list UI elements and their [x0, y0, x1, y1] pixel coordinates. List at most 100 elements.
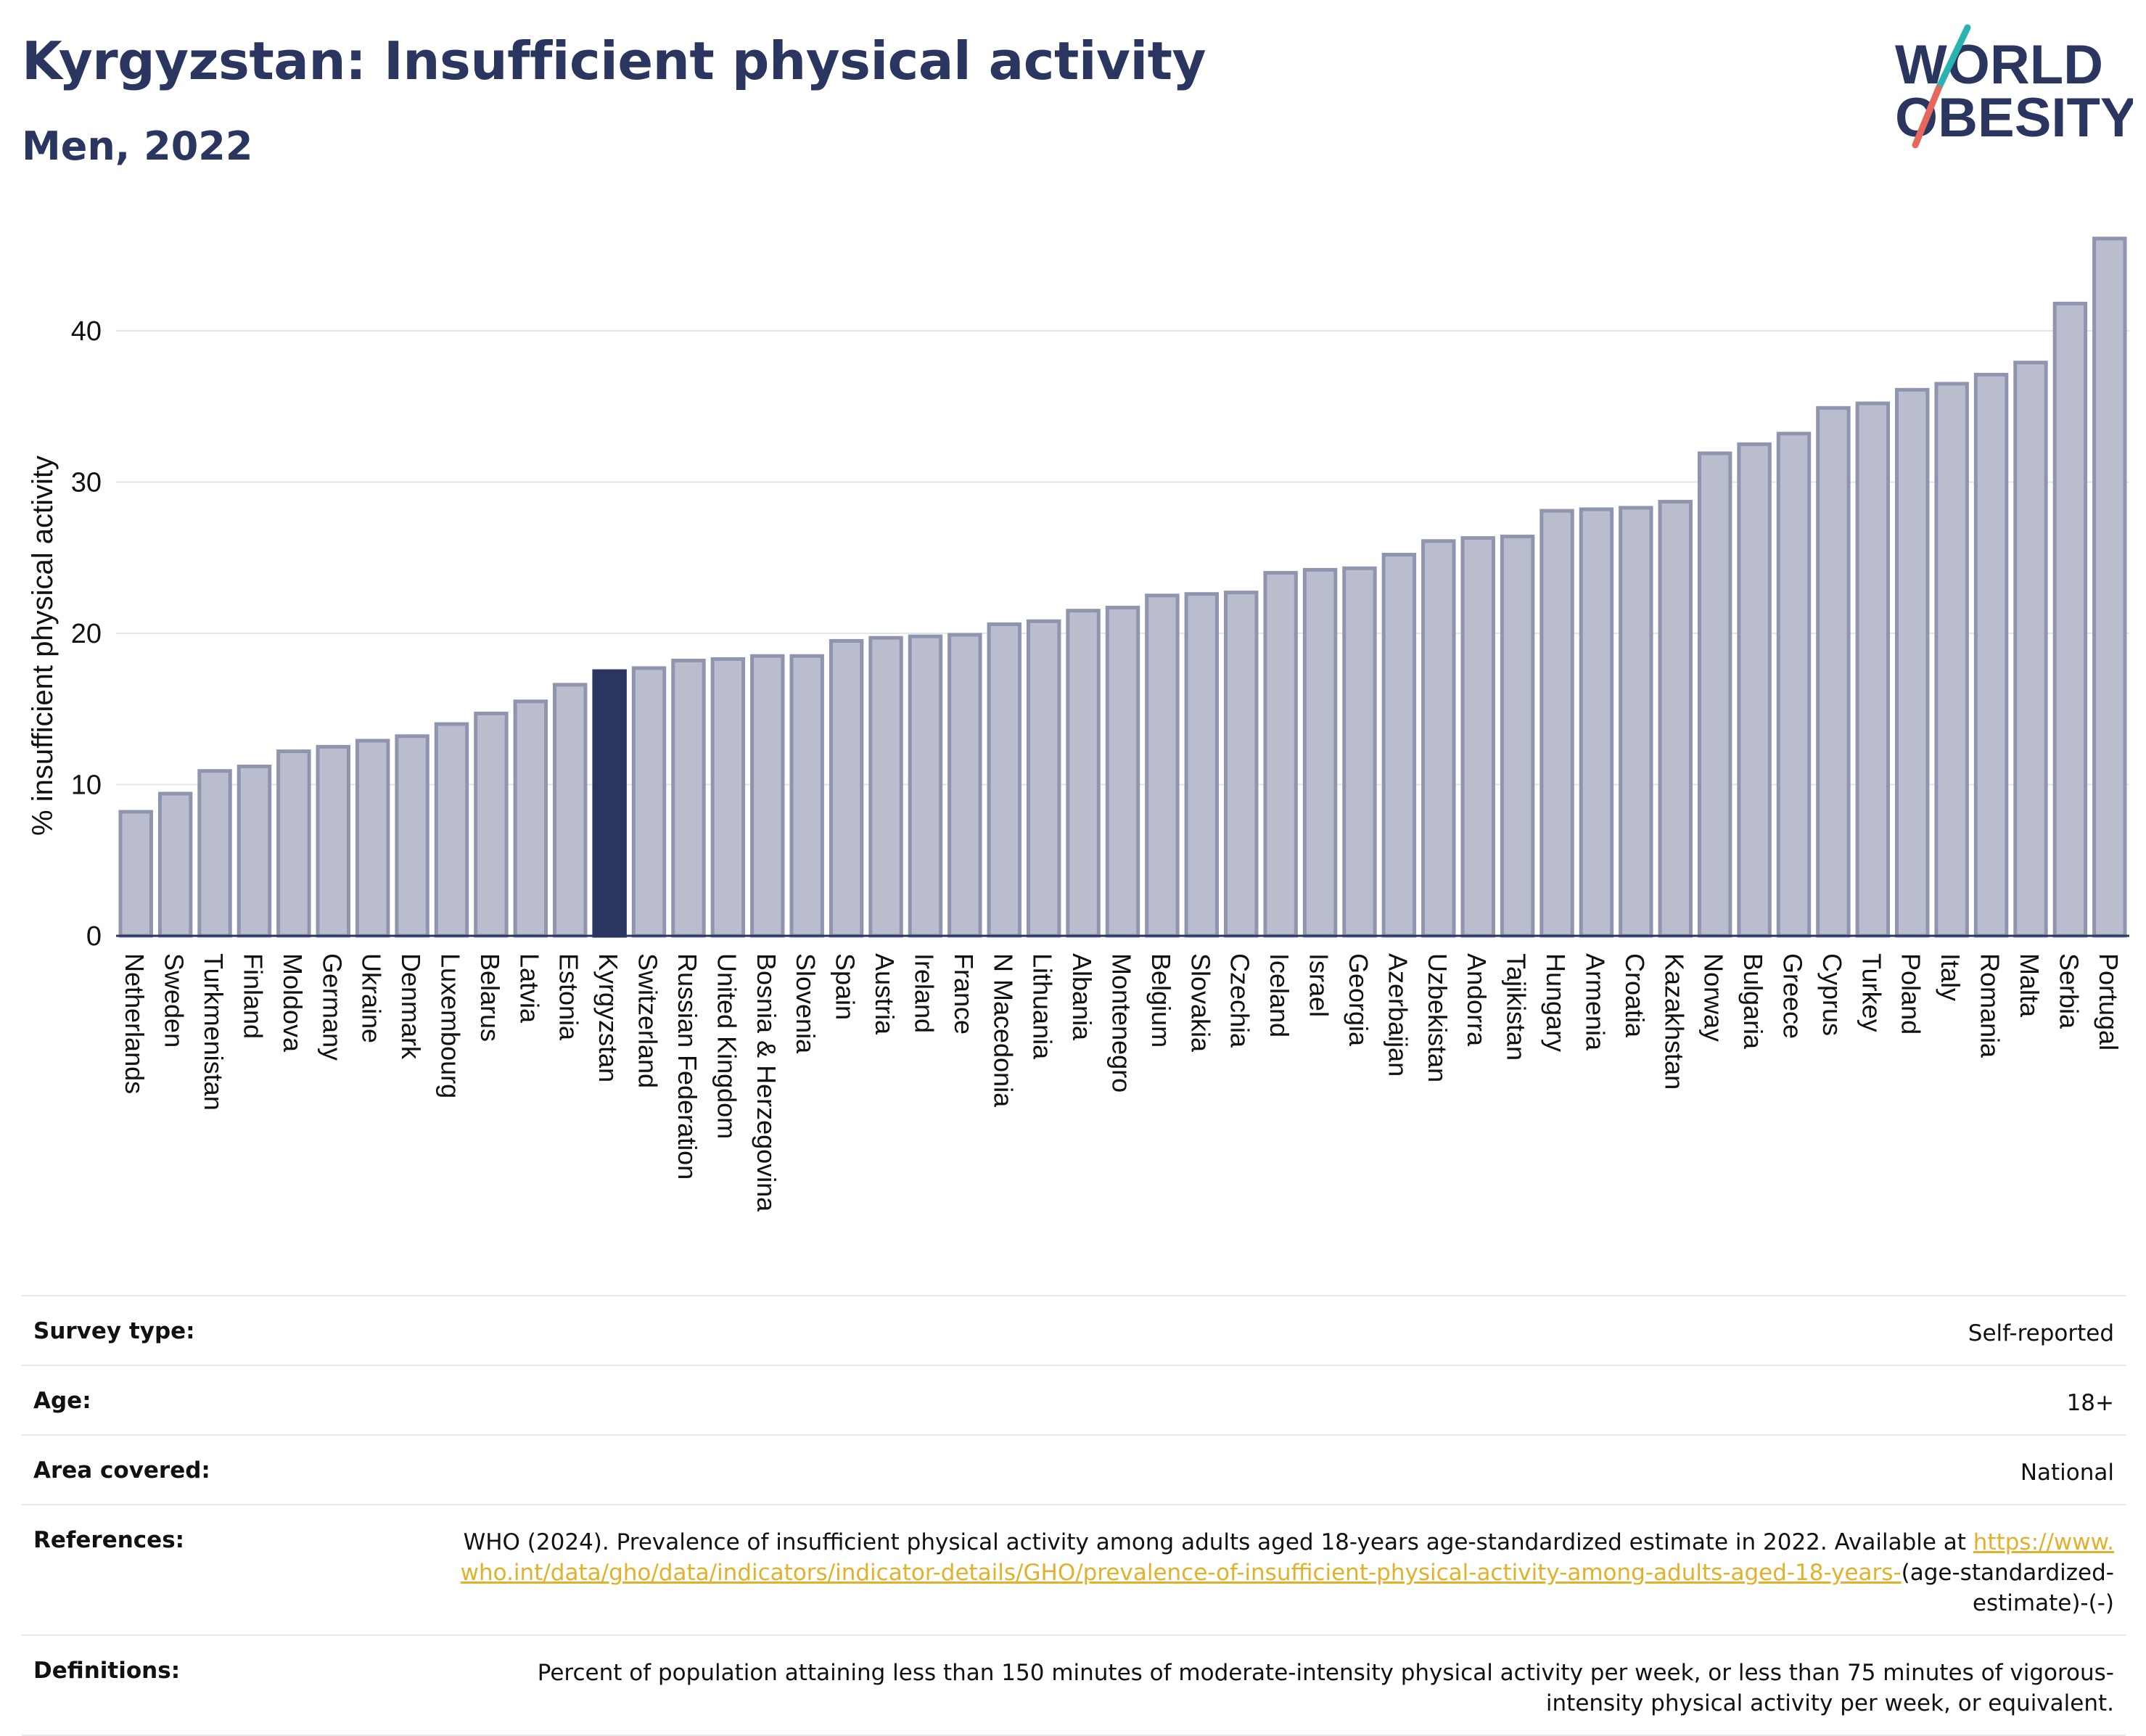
world-obesity-logo: WORLD OBESITY	[1895, 24, 2133, 149]
x-tick-label: Denmark	[396, 953, 426, 1060]
bar-lithuania[interactable]	[1026, 619, 1061, 938]
bar-slovakia[interactable]	[1184, 592, 1220, 938]
bar-tajikistan[interactable]	[1500, 535, 1535, 938]
logo-text-obesity: OBESITY	[1895, 87, 2133, 149]
bar-croatia[interactable]	[1619, 506, 1653, 938]
x-tick-label: Lithuania	[1028, 953, 1058, 1060]
bar-switzerland[interactable]	[631, 666, 667, 938]
x-tick-label: Armenia	[1580, 953, 1610, 1051]
x-tick-label: Georgia	[1344, 953, 1373, 1047]
bar-czechia[interactable]	[1224, 591, 1259, 938]
bar-italy[interactable]	[1934, 382, 1969, 938]
x-tick-label: Austria	[870, 953, 900, 1035]
bars	[118, 236, 2127, 938]
bar-france[interactable]	[947, 633, 982, 938]
y-tick-label: 40	[71, 316, 102, 347]
bar-finland[interactable]	[237, 764, 272, 938]
area-value: National	[2020, 1460, 2114, 1486]
info-table: Survey type: Self-reported Age: 18+ Area…	[22, 1295, 2126, 1736]
survey-type-label: Survey type:	[33, 1318, 195, 1344]
x-tick-label: Spain	[831, 953, 860, 1020]
bar-bosnia-herzegovina[interactable]	[750, 654, 785, 938]
x-tick-label: Malta	[2015, 953, 2044, 1018]
bar-germany[interactable]	[316, 744, 350, 938]
x-tick-label: Montenegro	[1107, 953, 1137, 1093]
survey-type-value: Self-reported	[1968, 1320, 2114, 1346]
bar-belarus[interactable]	[474, 711, 509, 938]
bar-kyrgyzstan[interactable]	[592, 669, 627, 938]
bar-andorra[interactable]	[1460, 536, 1495, 938]
x-tick-label: Slovakia	[1185, 953, 1215, 1053]
bar-uzbekistan[interactable]	[1421, 539, 1456, 938]
bar-greece[interactable]	[1776, 432, 1812, 938]
bar-netherlands[interactable]	[118, 810, 153, 938]
bar-armenia[interactable]	[1579, 507, 1614, 938]
bar-n-macedonia[interactable]	[987, 622, 1021, 938]
bar-turkmenistan[interactable]	[197, 769, 232, 938]
x-tick-label: Poland	[1896, 953, 1926, 1034]
x-tick-label: Tajikistan	[1502, 953, 1532, 1061]
x-tick-label: Latvia	[514, 953, 544, 1024]
x-tick-label: Croatia	[1620, 953, 1650, 1038]
x-tick-label: Kyrgyzstan	[593, 953, 623, 1082]
x-tick-label: Uzbekistan	[1423, 953, 1452, 1082]
bar-latvia[interactable]	[513, 699, 548, 938]
bar-iceland[interactable]	[1263, 571, 1298, 938]
bar-ukraine[interactable]	[355, 739, 390, 938]
bar-united-kingdom[interactable]	[710, 657, 746, 938]
x-tick-label: Iceland	[1265, 953, 1294, 1037]
bar-spain[interactable]	[829, 638, 864, 938]
x-tick-label: Finland	[238, 953, 268, 1039]
y-tick-label: 30	[71, 467, 102, 498]
bar-cyprus[interactable]	[1816, 406, 1851, 938]
bar-bulgaria[interactable]	[1737, 442, 1772, 938]
bar-israel[interactable]	[1302, 567, 1338, 938]
bar-slovenia[interactable]	[789, 654, 824, 938]
references-link[interactable]: https://www.who.int/data/gho/data/indica…	[460, 1529, 2114, 1586]
x-tick-label: Slovenia	[791, 953, 821, 1054]
bar-estonia[interactable]	[553, 683, 588, 938]
bar-austria[interactable]	[868, 635, 903, 938]
chart-subtitle: Men, 2022	[22, 123, 253, 169]
info-row-references: References: WHO (2024). Prevalence of in…	[22, 1505, 2126, 1636]
bar-serbia[interactable]	[2052, 301, 2088, 938]
x-tick-label: Switzerland	[633, 953, 663, 1088]
bar-belgium[interactable]	[1145, 593, 1180, 938]
y-tick-label: 0	[86, 921, 102, 952]
x-tick-label: Turkey	[1857, 953, 1886, 1032]
x-tick-label: Bulgaria	[1738, 953, 1768, 1050]
bar-romania[interactable]	[1973, 372, 2009, 938]
x-tick-label: Portugal	[2094, 953, 2124, 1050]
bar-kazakhstan[interactable]	[1658, 500, 1693, 938]
x-tick-label: N Macedonia	[988, 953, 1018, 1108]
x-tick-label: Sweden	[160, 953, 189, 1048]
bar-ireland[interactable]	[908, 634, 943, 938]
bar-georgia[interactable]	[1342, 566, 1377, 938]
bar-turkey[interactable]	[1855, 401, 1891, 938]
x-tick-label: United Kingdom	[712, 953, 741, 1139]
bar-russian-federation[interactable]	[671, 659, 706, 938]
bar-portugal[interactable]	[2092, 236, 2127, 938]
bar-montenegro[interactable]	[1105, 606, 1140, 938]
x-tick-label: Ukraine	[357, 953, 387, 1043]
bar-norway[interactable]	[1697, 451, 1732, 938]
x-tick-label: Italy	[1936, 953, 1965, 1001]
bar-luxembourg[interactable]	[434, 722, 469, 938]
x-tick-label: Hungary	[1541, 953, 1571, 1052]
age-value: 18+	[2066, 1390, 2114, 1416]
bar-sweden[interactable]	[157, 791, 193, 938]
bar-poland[interactable]	[1895, 387, 1930, 938]
bar-azerbaijan[interactable]	[1381, 553, 1417, 938]
bar-albania[interactable]	[1066, 609, 1101, 938]
info-row-definitions: Definitions: Percent of population attai…	[22, 1636, 2126, 1736]
references-text: WHO (2024). Prevalence of insufficient p…	[463, 1529, 1966, 1555]
bar-moldova[interactable]	[276, 749, 311, 938]
info-row-age: Age: 18+	[22, 1366, 2126, 1436]
chart-title: Kyrgyzstan: Insufficient physical activi…	[22, 30, 1206, 91]
info-row-survey-type: Survey type: Self-reported	[22, 1296, 2126, 1366]
bar-hungary[interactable]	[1539, 509, 1574, 938]
bar-malta[interactable]	[2013, 361, 2048, 938]
x-axis-labels: Netherlands Sweden Turkmenistan Finland Mold…	[120, 953, 2124, 1212]
x-tick-label: Belarus	[475, 953, 505, 1042]
bar-denmark[interactable]	[395, 734, 429, 938]
